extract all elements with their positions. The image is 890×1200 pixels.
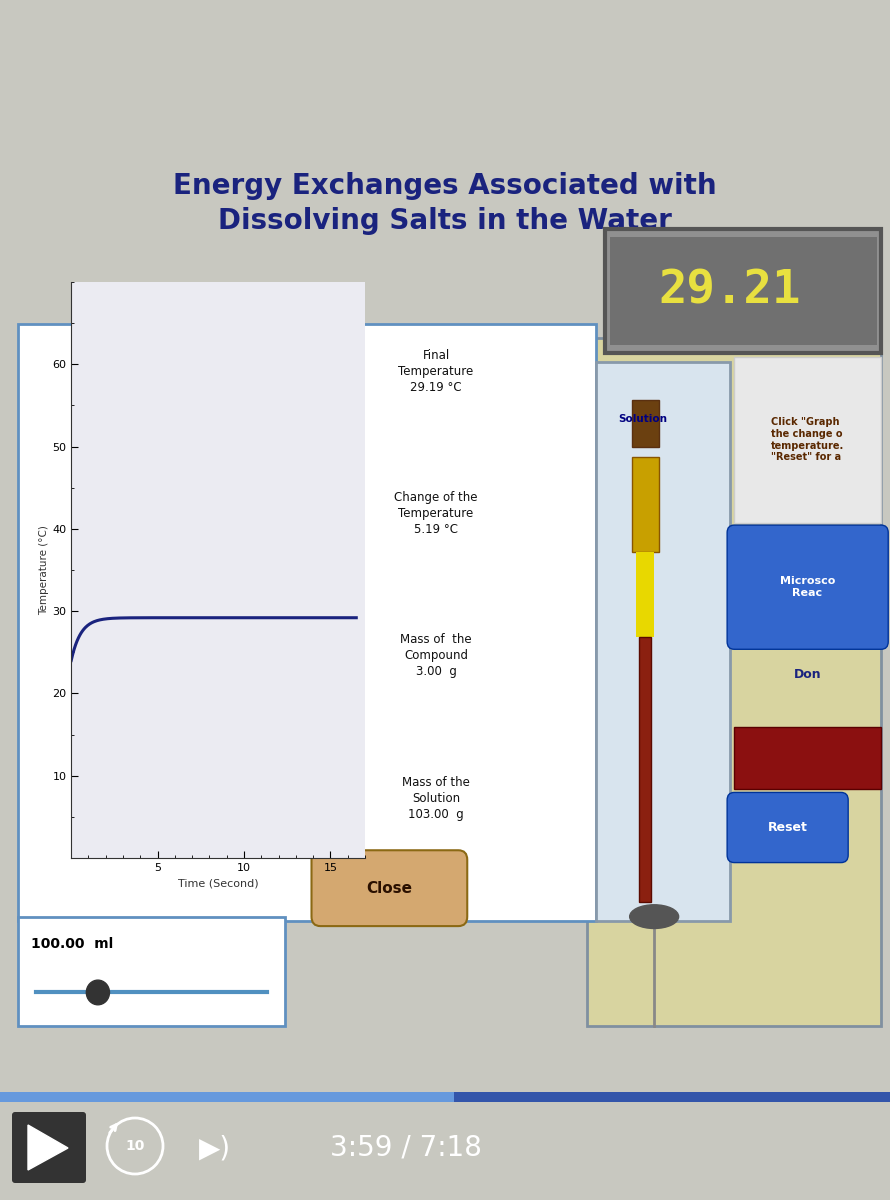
Polygon shape — [28, 1126, 68, 1170]
Bar — [0, 1092, 454, 1102]
Y-axis label: Temperature (°C): Temperature (°C) — [39, 526, 50, 614]
FancyBboxPatch shape — [18, 917, 285, 1026]
X-axis label: Time (Second): Time (Second) — [178, 878, 258, 888]
FancyBboxPatch shape — [18, 324, 596, 922]
FancyBboxPatch shape — [734, 358, 881, 523]
Text: 10: 10 — [125, 1139, 145, 1153]
Text: 3:59 / 7:18: 3:59 / 7:18 — [330, 1134, 481, 1162]
Text: 29.21: 29.21 — [658, 269, 801, 313]
Circle shape — [86, 980, 109, 1004]
Text: Don: Don — [793, 668, 821, 682]
Text: Mass of the
Solution
103.00  g: Mass of the Solution 103.00 g — [402, 775, 470, 821]
Text: Final
Temperature
29.19 °C: Final Temperature 29.19 °C — [399, 349, 473, 394]
FancyBboxPatch shape — [596, 362, 730, 922]
Text: ▶): ▶) — [199, 1134, 231, 1162]
Bar — [0, 1092, 890, 1102]
Text: 100.00  ml: 100.00 ml — [31, 937, 113, 952]
FancyBboxPatch shape — [610, 236, 877, 344]
Ellipse shape — [630, 905, 679, 929]
FancyBboxPatch shape — [312, 851, 467, 926]
FancyBboxPatch shape — [12, 1112, 86, 1183]
Bar — [639, 637, 651, 902]
Text: Solution: Solution — [619, 414, 668, 424]
FancyBboxPatch shape — [727, 792, 848, 863]
FancyBboxPatch shape — [727, 526, 888, 649]
FancyBboxPatch shape — [587, 338, 881, 1026]
Text: Mass of  the
Compound
3.00  g: Mass of the Compound 3.00 g — [400, 634, 472, 678]
Text: Reset: Reset — [768, 821, 807, 834]
FancyBboxPatch shape — [605, 229, 881, 353]
Text: Change of the
Temperature
5.19 °C: Change of the Temperature 5.19 °C — [394, 491, 478, 536]
Bar — [734, 727, 881, 788]
Bar — [636, 552, 654, 637]
Text: Microsco
Reac: Microsco Reac — [780, 576, 835, 598]
Text: Energy Exchanges Associated with
Dissolving Salts in the Water: Energy Exchanges Associated with Dissolv… — [174, 173, 716, 235]
Bar — [632, 400, 659, 448]
Text: Click "Graph
the change o
temperature.
"Reset" for a: Click "Graph the change o temperature. "… — [771, 418, 844, 462]
Text: Close: Close — [366, 881, 412, 895]
Bar — [632, 457, 659, 552]
